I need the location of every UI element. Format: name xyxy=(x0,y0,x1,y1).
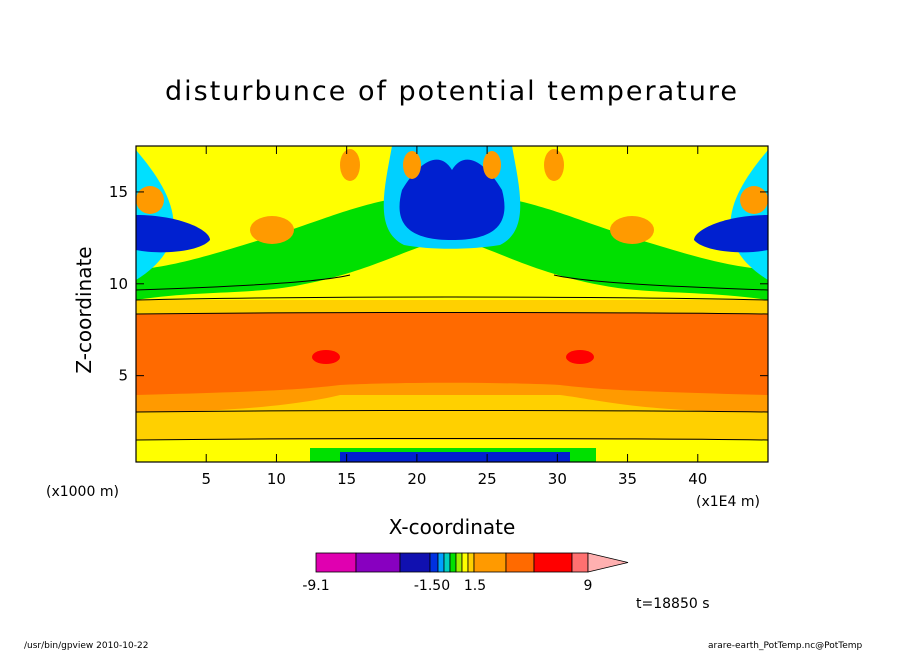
strip-blue-bottom xyxy=(340,452,570,462)
blob-orange-a xyxy=(340,149,360,181)
blob-orange-left xyxy=(250,216,294,244)
colorbar-swatch xyxy=(473,552,507,573)
colorbar-swatch xyxy=(429,552,439,573)
colorbar-swatch xyxy=(443,552,451,573)
x-unit-left: (x1000 m) xyxy=(46,484,119,500)
contour-field xyxy=(136,146,768,462)
x-tick-label: 35 xyxy=(618,470,637,488)
x-axis-title: X-coordinate xyxy=(388,515,516,539)
contour-line xyxy=(136,410,768,413)
band-orange-main xyxy=(136,312,768,412)
y-tick-label: 5 xyxy=(118,367,128,385)
blob-orange-e xyxy=(136,186,164,214)
x-tick-label: 10 xyxy=(267,470,286,488)
x-tick-label: 40 xyxy=(688,470,707,488)
plot-frame xyxy=(135,145,769,463)
footer-left: /usr/bin/gpview 2010-10-22 xyxy=(24,641,149,651)
colorbar-arrow xyxy=(587,552,629,573)
blob-orange-f xyxy=(740,186,768,214)
y-tick-label: 15 xyxy=(109,183,128,201)
y-tick-label: 10 xyxy=(109,275,128,293)
blob-orange-b xyxy=(544,149,564,181)
field-blue-right xyxy=(694,215,768,253)
x-axis: 5 10 15 20 25 30 35 40 xyxy=(201,146,707,488)
band-yellowish-lower xyxy=(136,395,768,440)
colorbar-label: 9 xyxy=(584,578,593,594)
blob-orange-d xyxy=(483,151,501,179)
band-lightorange-top xyxy=(136,300,768,314)
colorbar-swatch xyxy=(315,552,357,573)
blob-orange-c xyxy=(403,151,421,179)
y-axis: 5 10 15 xyxy=(109,183,768,385)
field-yellow-upper xyxy=(136,146,768,270)
contour-line xyxy=(136,438,768,441)
colorbar-swatch xyxy=(355,552,401,573)
colorbar-swatch xyxy=(571,552,589,573)
blob-orange-right xyxy=(610,216,654,244)
colorbar-swatch xyxy=(461,552,469,573)
colorbar-label: 1.5 xyxy=(464,578,486,594)
x-tick-label: 25 xyxy=(478,470,497,488)
x-tick-label: 5 xyxy=(201,470,211,488)
time-label: t=18850 s xyxy=(636,596,710,612)
colorbar-swatch xyxy=(505,552,535,573)
x-tick-label: 30 xyxy=(548,470,567,488)
colorbar-swatch xyxy=(437,552,445,573)
chart-title: disturbunce of potential temperature xyxy=(165,76,739,107)
blob-red-left xyxy=(312,350,340,364)
colorbar-swatch xyxy=(467,552,475,573)
x-tick-label: 20 xyxy=(407,470,426,488)
colorbar-swatch xyxy=(399,552,431,573)
colorbar-swatch xyxy=(449,552,457,573)
colorbar-swatch xyxy=(455,552,463,573)
blob-red-right xyxy=(566,350,594,364)
field-blue-left xyxy=(136,215,210,253)
contour-line xyxy=(136,274,351,291)
colorbar-swatch xyxy=(533,552,573,573)
colorbar-label: -9.1 xyxy=(302,578,329,594)
colorbar-label: -1.50 xyxy=(414,578,450,594)
footer-right: arare-earth_PotTemp.nc@PotTemp xyxy=(708,641,863,651)
field-blue-center xyxy=(399,159,505,240)
x-unit-right: (x1E4 m) xyxy=(696,494,760,510)
y-axis-title: Z-coordinate xyxy=(72,246,96,374)
contour-line xyxy=(136,312,768,315)
contour-line xyxy=(553,274,768,291)
contour-line xyxy=(136,296,768,301)
x-tick-label: 15 xyxy=(337,470,356,488)
colorbar: -9.1 -1.50 1.5 9 xyxy=(302,552,629,594)
